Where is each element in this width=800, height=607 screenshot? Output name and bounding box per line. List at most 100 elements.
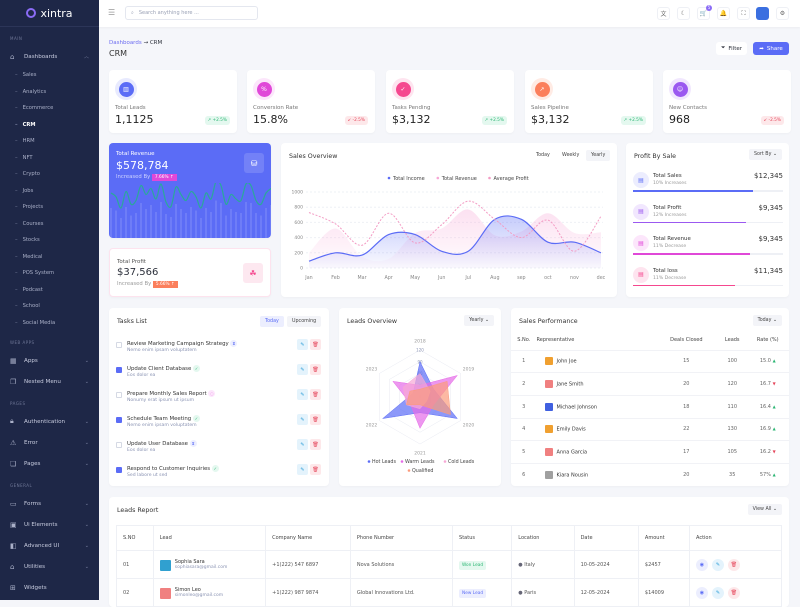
stat-value: 1,1125 [115, 113, 154, 126]
edit-icon[interactable]: ✎ [711, 586, 724, 599]
tab-upcoming[interactable]: Upcoming [287, 316, 322, 327]
sidebar-item-podcast[interactable]: Podcast [0, 282, 99, 299]
radar-axis-label: 2022 [366, 423, 378, 429]
sidebar-item-social-media[interactable]: Social Media [0, 315, 99, 332]
trash-icon[interactable]: 🗑︎ [727, 558, 740, 571]
trash-icon[interactable]: 🗑︎ [310, 389, 321, 400]
task-checkbox[interactable] [116, 367, 122, 373]
edit-icon[interactable]: ✎ [297, 364, 308, 375]
y-tick-label: 600 [294, 220, 303, 226]
home-icon: ⌂ [10, 52, 15, 61]
bell-icon[interactable]: 🔔 [717, 7, 730, 20]
gear-icon[interactable]: ⚙ [776, 7, 789, 20]
sidebar-item-utilities[interactable]: ⌂ Utilities ⌄ [10, 562, 89, 571]
task-item: Update Client Database ✓ Eos dolor ea ✎ … [116, 364, 322, 389]
column-header: S.NO [116, 525, 154, 551]
eye-icon[interactable]: ◉ [695, 586, 708, 599]
tab-weekly[interactable]: Weekly [557, 150, 585, 161]
trash-icon[interactable]: 🗑︎ [727, 586, 740, 599]
sidebar-item-crypto[interactable]: Crypto [0, 166, 99, 183]
chevron-down-icon: ⌄ [84, 542, 89, 549]
column-header: Date [573, 525, 639, 551]
sidebar-item-error[interactable]: ⚠ Error ⌄ [10, 438, 89, 447]
sort-by-dropdown[interactable]: Sort By ⌄ [748, 149, 782, 160]
trash-icon[interactable]: 🗑︎ [310, 364, 321, 375]
tab-today[interactable]: Today [531, 150, 555, 161]
moon-icon[interactable]: ☾ [677, 7, 690, 20]
chevron-up-icon: ︿ [83, 54, 89, 60]
trash-icon[interactable]: 🗑︎ [310, 414, 321, 425]
edit-icon[interactable]: ✎ [297, 439, 308, 450]
sidebar-item-advanced-ui[interactable]: ◧ Advanced UI ⌄ [10, 541, 89, 550]
view-all-dropdown[interactable]: View All ⌄ [747, 504, 782, 515]
tab-today[interactable]: Today [260, 316, 284, 327]
edit-icon[interactable]: ✎ [297, 389, 308, 400]
trash-icon[interactable]: 🗑︎ [310, 439, 321, 450]
cart-icon[interactable]: 🛒 5 [697, 5, 712, 20]
rate: 16.4 ▲ [746, 394, 789, 419]
sidebar-item-crm[interactable]: CRM [0, 117, 99, 134]
sidebar-item-widgets[interactable]: ⊞ Widgets [10, 583, 47, 592]
edit-icon[interactable]: ✎ [297, 339, 308, 350]
sidebar-item-forms[interactable]: ▭ Forms ⌄ [10, 499, 89, 508]
tab-yearly[interactable]: Yearly [586, 150, 611, 161]
sidebar-item-courses[interactable]: Courses [0, 216, 99, 233]
avatar[interactable] [756, 7, 769, 20]
sidebar-item-nft[interactable]: NFT [0, 150, 99, 167]
sparkline-bar [120, 218, 122, 238]
sparkline-bar [220, 203, 222, 238]
sidebar-item-nested-menu[interactable]: ❐ Nested Menu ⌄ [10, 377, 89, 386]
yearly-dropdown[interactable]: Yearly ⌄ [464, 315, 494, 326]
task-checkbox[interactable] [116, 467, 122, 473]
trash-icon[interactable]: 🗑︎ [310, 464, 321, 475]
radar-axis-label: 2023 [366, 367, 378, 373]
trash-icon[interactable]: 🗑︎ [310, 339, 321, 350]
edit-icon[interactable]: ✎ [297, 464, 308, 475]
stat-value: 15.8% [253, 113, 288, 126]
warning-icon: ⚠ [10, 438, 17, 447]
sidebar-item-medical[interactable]: Medical [0, 249, 99, 266]
increase-badge: 5.66% ↑ [152, 281, 178, 288]
leads-report-card: Leads Report View All ⌄ S.NO Lead Company … [109, 497, 789, 607]
sidebar-item-jobs[interactable]: Jobs [0, 183, 99, 200]
sidebar-item-pages[interactable]: ❏ Pages ⌄ [10, 459, 89, 468]
sidebar-item-ecommerce[interactable]: Ecommerce [0, 100, 99, 117]
sidebar-item-school[interactable]: School [0, 298, 99, 315]
sidebar-item-ui-elements[interactable]: ▣ Ui Elements ⌄ [10, 520, 89, 529]
sidebar-item-authentication[interactable]: 🔒︎ Authentication ⌄ [10, 417, 89, 425]
table-row: 3 Michael Johnson 18 110 16.4 ▲ [511, 394, 789, 419]
menu-toggle-icon[interactable]: ☰ [108, 8, 116, 17]
task-checkbox[interactable] [116, 392, 122, 398]
task-checkbox[interactable] [116, 442, 122, 448]
section-label: PAGES [10, 401, 26, 406]
sidebar-item-apps[interactable]: ▦ Apps ⌄ [10, 356, 89, 365]
sidebar-item-pos-system[interactable]: POS System [0, 265, 99, 282]
sidebar-item-stocks[interactable]: Stocks [0, 232, 99, 249]
sidebar-item-projects[interactable]: Projects [0, 199, 99, 216]
fullscreen-icon[interactable]: ⛶ [737, 7, 750, 20]
sidebar-item-hrm[interactable]: HRM [0, 133, 99, 150]
eye-icon[interactable]: ◉ [695, 558, 708, 571]
sidebar-item-sales[interactable]: Sales [0, 67, 99, 84]
profit-item-value: $9,345 [758, 203, 784, 212]
logo[interactable]: xintra [0, 0, 99, 27]
today-dropdown[interactable]: Today ⌄ [752, 315, 782, 326]
filter-button[interactable]: ⏷ Filter [716, 42, 747, 55]
search-input[interactable]: ⌕ Search anything here ... [125, 6, 258, 20]
sidebar-item-analytics[interactable]: Analytics [0, 84, 99, 101]
edit-icon[interactable]: ✎ [297, 414, 308, 425]
stat-change-badge: ↙ -2.5% [344, 116, 368, 125]
rate: 16.2 ▼ [746, 440, 789, 464]
lead: Sophia Sara sophiasara@gmail.com [152, 550, 267, 579]
avatar [159, 587, 171, 599]
sidebar-item-dashboards[interactable]: ⌂ Dashboards ︿ [10, 52, 89, 61]
row-number: 2 [511, 372, 537, 396]
task-title: Respond to Customer Inquiries ✓ [127, 465, 219, 472]
share-button[interactable]: ➦ Share [753, 42, 789, 55]
edit-icon[interactable]: ✎ [711, 558, 724, 571]
task-checkbox[interactable] [116, 342, 122, 348]
task-checkbox[interactable] [116, 417, 122, 423]
language-icon[interactable]: 文 [657, 7, 670, 20]
breadcrumb-dashboards[interactable]: Dashboards [109, 40, 142, 46]
logo-icon [26, 8, 37, 18]
